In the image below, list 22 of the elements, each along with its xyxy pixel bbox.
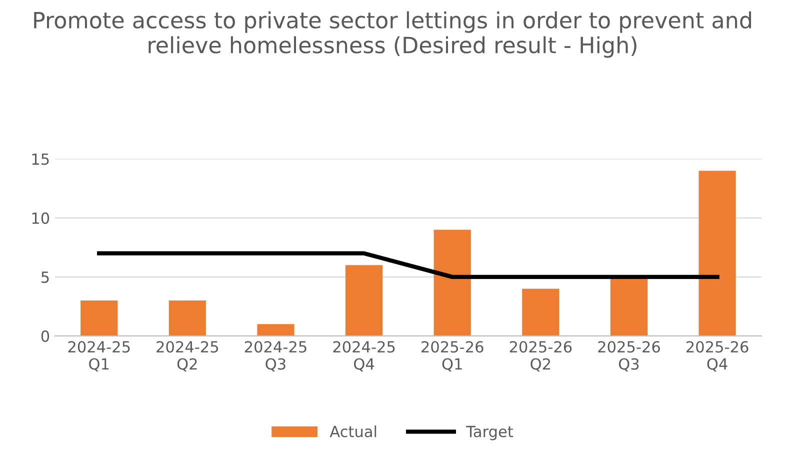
x-tick-label: 2025-26 Q4	[686, 341, 748, 372]
y-tick-label: 15	[32, 154, 49, 165]
legend-label: Target	[466, 426, 514, 440]
x-tick-label: 2025-26 Q3	[598, 341, 660, 372]
x-tick-label: 2025-26 Q2	[510, 341, 572, 372]
legend-label: Actual	[330, 425, 376, 438]
x-tick-label: 2024-25 Q2	[156, 341, 218, 372]
bar	[522, 288, 560, 336]
chart-title: Promote access to private sector lettings in order to prevent and relieve homelessness (Desired result - High)	[34, 11, 752, 58]
bar	[434, 230, 471, 336]
y-tick-label: 10	[32, 212, 50, 224]
y-tick-label: 5	[42, 272, 49, 283]
x-tick-label: 2024-25 Q1	[68, 341, 130, 372]
x-tick-label: 2024-25 Q4	[333, 341, 395, 372]
bar	[168, 300, 206, 336]
x-tick-label: 2025-26 Q1	[422, 341, 484, 372]
bar	[346, 265, 383, 336]
bar	[80, 300, 118, 336]
bar	[257, 324, 294, 336]
bar	[698, 170, 736, 336]
y-tick-label: 0	[41, 330, 50, 342]
x-tick-label: 2024-25 Q3	[244, 341, 306, 372]
